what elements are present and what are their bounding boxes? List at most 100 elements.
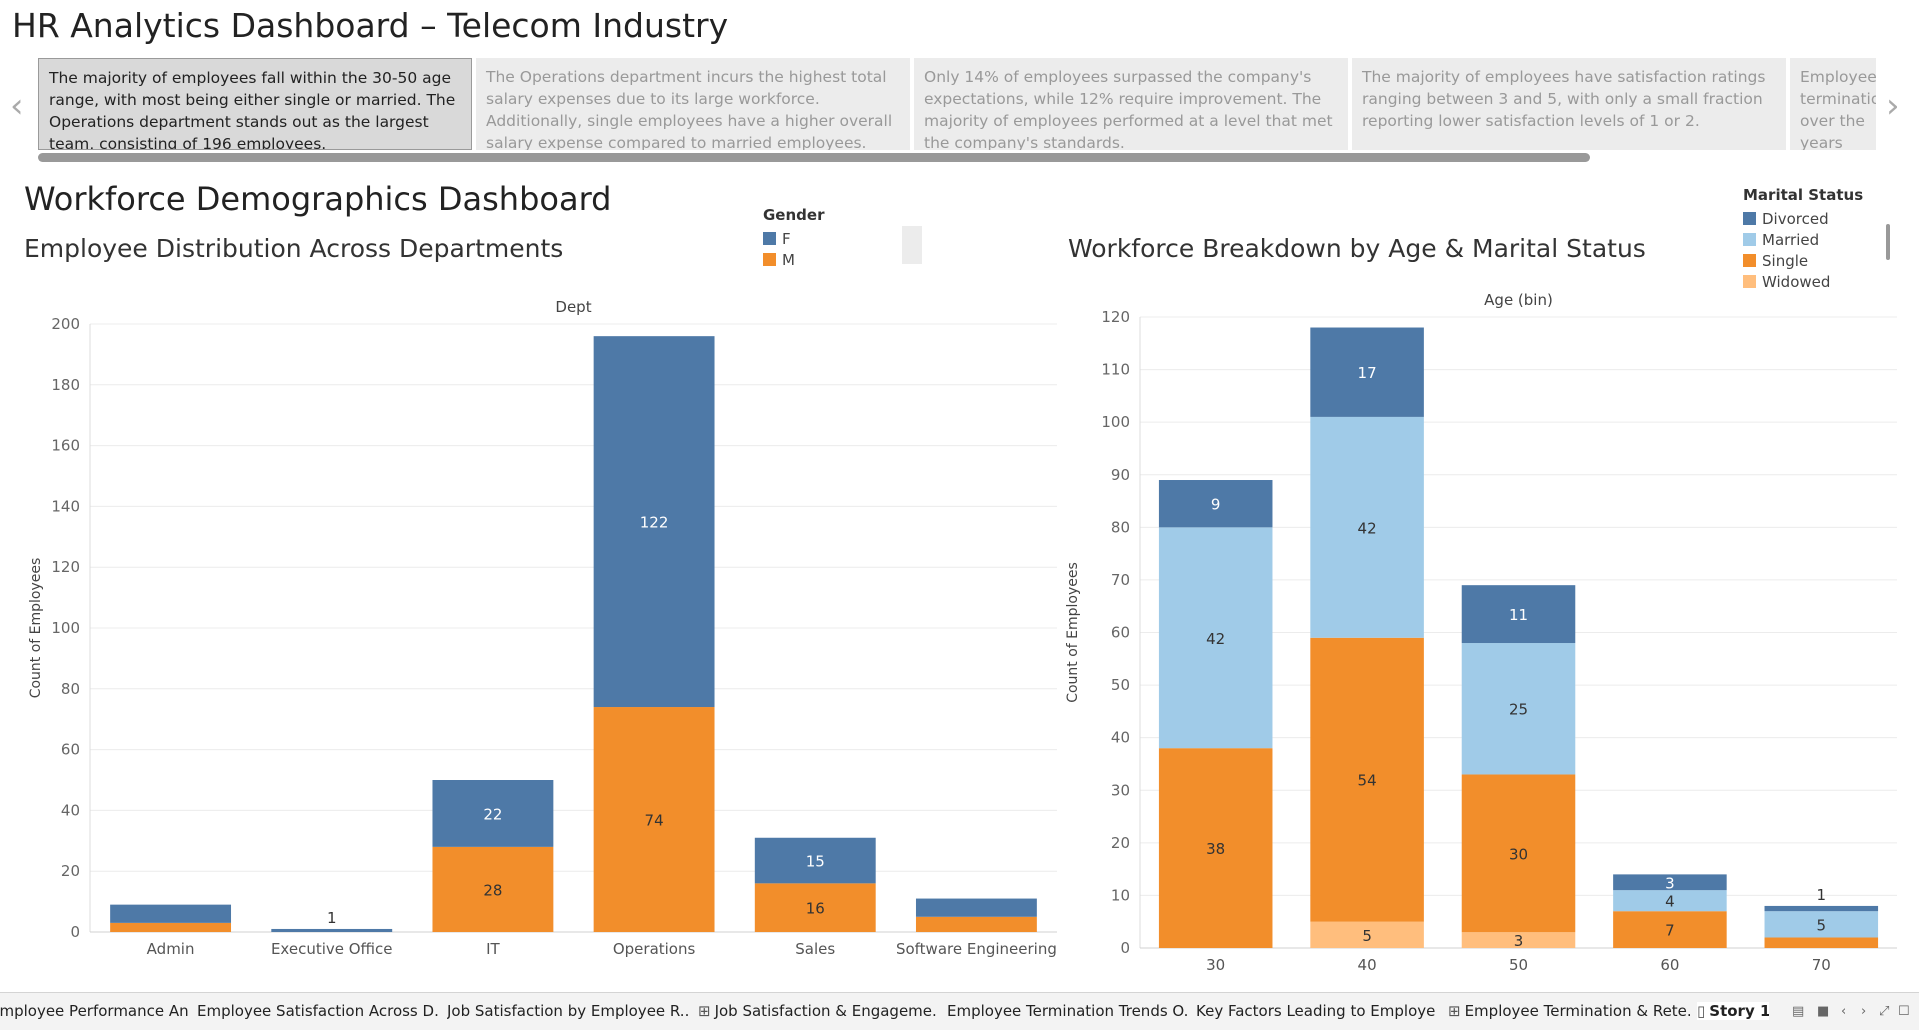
filmstrip-icon[interactable]: ■: [1817, 1004, 1830, 1019]
bar-segment[interactable]: [1310, 327, 1424, 417]
bar-data-label: 1: [327, 909, 337, 927]
dept-chart-title: Employee Distribution Across Departments: [24, 234, 564, 263]
y-tick-label: 0: [70, 923, 80, 941]
legend-item-married[interactable]: Married: [1743, 229, 1863, 250]
legend-label: F: [782, 229, 791, 248]
y-tick-label: 100: [1101, 413, 1130, 431]
bar-data-label: 25: [1509, 701, 1528, 719]
tab-employee-performance[interactable]: Employee Performance Analy...: [0, 1002, 188, 1020]
legend-item-divorced[interactable]: Divorced: [1743, 208, 1863, 229]
bar-data-label: 28: [483, 881, 502, 899]
bar-segment[interactable]: [915, 916, 1037, 932]
bar-data-label: 15: [806, 853, 825, 871]
tab-story-1[interactable]: ▯ Story 1: [1697, 1002, 1769, 1020]
present-icon[interactable]: ☐: [1898, 1004, 1910, 1019]
bar-segment[interactable]: [754, 837, 876, 884]
legend-item-single[interactable]: Single: [1743, 250, 1863, 271]
bar-segment[interactable]: [271, 928, 393, 932]
bar-segment[interactable]: [1310, 921, 1424, 948]
bar-segment[interactable]: [593, 336, 715, 708]
tab-label: Key Factors Leading to Employe...: [1196, 1002, 1436, 1020]
story-point-1[interactable]: The majority of employees fall within th…: [38, 58, 472, 150]
legend-item-widowed[interactable]: Widowed: [1743, 271, 1863, 292]
story-point-text: Employee terminations over the years sho…: [1800, 68, 1876, 150]
bar-segment[interactable]: [1158, 527, 1273, 749]
tab-key-factors[interactable]: Key Factors Leading to Employe...: [1196, 1002, 1436, 1020]
story-title: HR Analytics Dashboard – Telecom Industr…: [12, 6, 729, 45]
bar-data-label: 5: [1362, 927, 1372, 945]
tab-label: Employee Performance Analy...: [0, 1002, 188, 1020]
bar-segment[interactable]: [1158, 480, 1273, 528]
bar-data-label: 11: [1509, 606, 1528, 624]
bar-segment[interactable]: [1310, 637, 1424, 922]
story-point-text: The majority of employees fall within th…: [49, 69, 456, 150]
y-tick-label: 0: [1120, 939, 1130, 957]
story-point-3[interactable]: Only 14% of employees surpassed the comp…: [914, 58, 1348, 150]
bar-segment[interactable]: [110, 904, 232, 923]
bar-segment[interactable]: [1461, 774, 1576, 933]
chevron-left-icon[interactable]: ‹: [10, 86, 24, 126]
next-sheet-icon[interactable]: ›: [1861, 1004, 1867, 1019]
bar-segment[interactable]: [432, 846, 554, 932]
bar-segment[interactable]: [915, 898, 1037, 917]
x-axis-title: Dept: [555, 298, 591, 316]
bar-data-label: 122: [640, 514, 669, 532]
bar-segment[interactable]: [1158, 748, 1273, 948]
legend-item-m[interactable]: M: [763, 249, 824, 270]
story-point-5[interactable]: Employee terminations over the years sho…: [1790, 58, 1876, 150]
sheet-sorter-icon[interactable]: ▤: [1792, 1004, 1805, 1019]
legend-item-f[interactable]: F: [763, 228, 824, 249]
y-tick-label: 40: [1111, 729, 1130, 747]
legend-swatch: [1743, 233, 1756, 246]
legend-swatch: [1743, 254, 1756, 267]
x-tick-label: Software Engineering: [896, 940, 1057, 958]
legend-swatch: [1743, 212, 1756, 225]
bar-segment[interactable]: [1764, 937, 1879, 948]
y-tick-label: 40: [61, 801, 80, 819]
bar-data-label: 3: [1514, 932, 1524, 950]
tab-termination-trends[interactable]: Employee Termination Trends O...: [947, 1002, 1187, 1020]
y-tick-label: 110: [1101, 361, 1130, 379]
fullscreen-icon[interactable]: ⤢: [1879, 1004, 1890, 1019]
bar-segment[interactable]: [1310, 416, 1424, 638]
y-tick-label: 200: [51, 315, 80, 333]
bar-segment[interactable]: [593, 707, 715, 932]
age-chart: Age (bin) Count of Employees 0 10 20 30 40 50 60…: [1065, 291, 1897, 974]
gender-legend: Gender F M: [763, 206, 824, 270]
legend-title: Marital Status: [1743, 186, 1864, 204]
bar-segment[interactable]: [754, 883, 876, 932]
story-point-2[interactable]: The Operations department incurs the hig…: [476, 58, 910, 150]
bar-segment[interactable]: [1613, 874, 1727, 891]
bar-segment[interactable]: [1461, 585, 1576, 644]
story-point-4[interactable]: The majority of employees have satisfact…: [1352, 58, 1786, 150]
prev-sheet-icon[interactable]: ‹: [1841, 1004, 1847, 1019]
bar-data-label: 22: [483, 805, 502, 823]
tab-job-satisfaction-role[interactable]: Job Satisfaction by Employee R...: [447, 1002, 689, 1020]
bar-data-label: 5: [1817, 916, 1827, 934]
y-axis-title: Count of Employees: [28, 558, 44, 699]
tab-employee-satisfaction[interactable]: Employee Satisfaction Across D...: [197, 1002, 439, 1020]
legend-scrollbar[interactable]: [1886, 224, 1890, 260]
bar-segment[interactable]: [1461, 932, 1576, 948]
bar-segment[interactable]: [1461, 643, 1576, 775]
bar-segment[interactable]: [1613, 911, 1727, 948]
bar-segment[interactable]: [1764, 905, 1879, 912]
legend-label: Single: [1762, 251, 1809, 270]
tab-label: Employee Termination & Rete...: [1464, 1002, 1690, 1020]
x-tick-label: Sales: [795, 940, 835, 958]
tab-termination-retention[interactable]: ⊞ Employee Termination & Rete...: [1448, 1002, 1690, 1020]
legend-swatch: [1743, 275, 1756, 288]
bar-data-label: 1: [1817, 886, 1827, 904]
x-tick-label: 40: [1358, 956, 1377, 974]
tab-job-satisfaction-engagement[interactable]: ⊞ Job Satisfaction & Engageme...: [698, 1002, 936, 1020]
legend-scrollbar[interactable]: [902, 226, 922, 264]
chevron-right-icon[interactable]: ›: [1886, 86, 1900, 126]
bar-segment[interactable]: [1764, 911, 1879, 938]
bar-segment[interactable]: [432, 780, 554, 847]
bar-segment[interactable]: [1613, 890, 1727, 912]
x-tick-label: IT: [486, 940, 500, 958]
bar-data-label: 7: [1665, 922, 1675, 940]
bar-data-label: 74: [645, 812, 664, 830]
navigator-scrollbar[interactable]: [38, 153, 1590, 162]
bar-segment[interactable]: [110, 922, 232, 932]
